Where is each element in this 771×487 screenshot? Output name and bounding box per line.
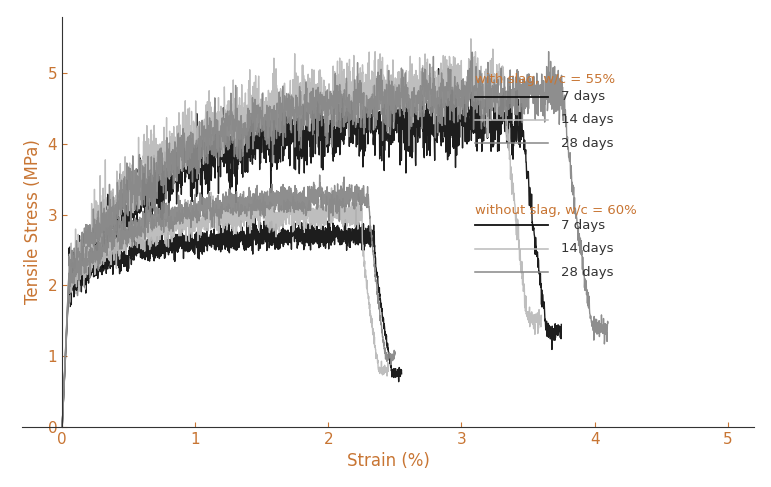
Y-axis label: Tensile Stress (MPa): Tensile Stress (MPa) — [24, 139, 42, 304]
Text: 14 days: 14 days — [561, 113, 614, 127]
Text: 28 days: 28 days — [561, 137, 614, 150]
X-axis label: Strain (%): Strain (%) — [347, 452, 429, 470]
Text: 14 days: 14 days — [561, 242, 614, 255]
Text: with slag, w/c = 55%: with slag, w/c = 55% — [475, 73, 615, 86]
Text: 7 days: 7 days — [561, 90, 605, 103]
Text: 28 days: 28 days — [561, 265, 614, 279]
Text: without slag, w/c = 60%: without slag, w/c = 60% — [475, 204, 637, 217]
Text: 7 days: 7 days — [561, 219, 605, 232]
